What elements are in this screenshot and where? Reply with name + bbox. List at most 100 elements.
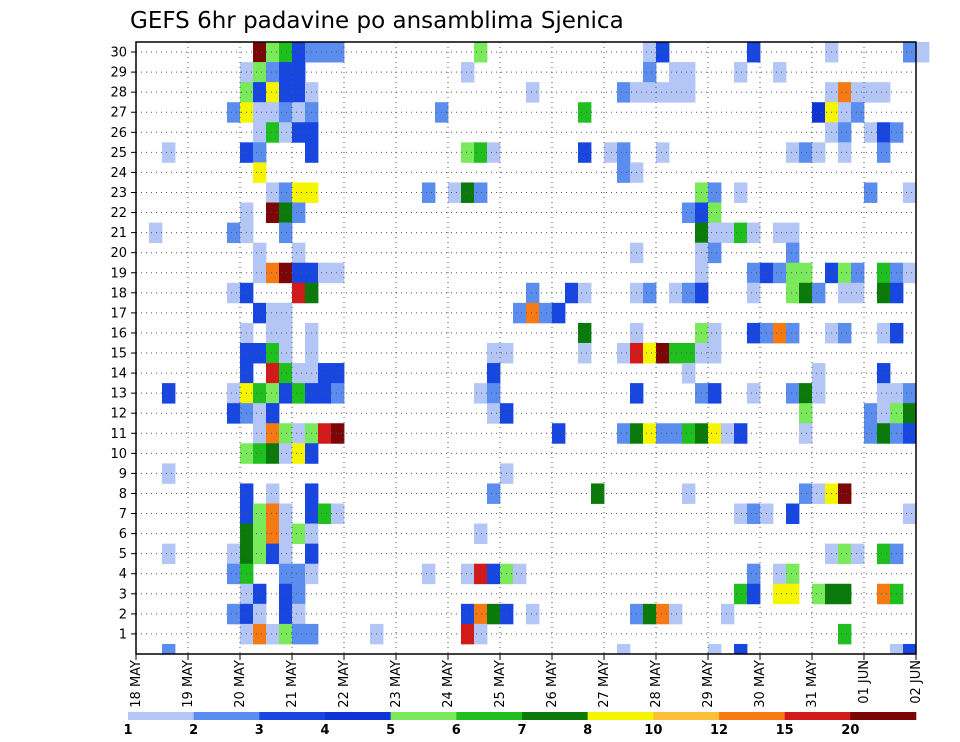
heatmap-cell (487, 342, 501, 364)
heatmap-cell (279, 563, 293, 585)
heatmap-cell (253, 403, 267, 424)
heatmap-cell (838, 82, 852, 103)
heatmap-cell (656, 423, 670, 444)
heatmap-cell (292, 363, 306, 384)
y-tick-label: 15 (110, 347, 127, 362)
heatmap-cell (747, 262, 761, 284)
heatmap-cell (227, 102, 241, 123)
heatmap-cell (448, 182, 462, 203)
heatmap-cell (708, 202, 722, 223)
heatmap-cell (253, 383, 267, 404)
heatmap-cell (487, 403, 501, 424)
heatmap-cell (266, 122, 280, 143)
heatmap-cell (682, 342, 696, 364)
heatmap-cell (552, 423, 566, 444)
legend-swatch (587, 712, 654, 720)
legend-swatch (390, 712, 457, 720)
heatmap-cell (903, 643, 917, 655)
y-tick-label: 28 (110, 86, 127, 101)
heatmap-cell (708, 222, 722, 244)
heatmap-cell (474, 142, 488, 163)
heatmap-cell (799, 403, 813, 424)
heatmap-cell (669, 342, 683, 364)
heatmap-cell (266, 423, 280, 444)
heatmap-cell (851, 262, 865, 284)
heatmap-cell (279, 222, 293, 244)
heatmap-cell (253, 82, 267, 103)
heatmap-cell (812, 363, 826, 384)
heatmap-cell (266, 342, 280, 364)
heatmap-cell (266, 62, 280, 83)
heatmap-cell (877, 282, 891, 304)
heatmap-cell (786, 383, 800, 404)
heatmap-cell (266, 543, 280, 565)
heatmap-cell (877, 383, 891, 404)
x-tick-label: 01 JUN (857, 660, 872, 704)
y-tick-label: 13 (110, 387, 127, 402)
x-tick-label: 18 MAY (129, 660, 144, 708)
heatmap-cell (526, 302, 540, 324)
y-tick-label: 11 (110, 427, 127, 442)
heatmap-cell (227, 563, 241, 585)
heatmap-cell (292, 262, 306, 284)
heatmap-cell (292, 563, 306, 585)
heatmap-cell (682, 202, 696, 223)
heatmap-cell (253, 523, 267, 545)
heatmap-cell (591, 483, 605, 504)
heatmap-cell (578, 102, 592, 123)
y-tick-label: 8 (119, 487, 127, 502)
heatmap-cell (578, 342, 592, 364)
heatmap-cell (279, 62, 293, 83)
heatmap-cell (838, 122, 852, 143)
heatmap-cell (266, 42, 280, 63)
heatmap-cell (799, 383, 813, 404)
y-tick-label: 26 (110, 126, 127, 141)
legend-swatch (128, 712, 194, 720)
heatmap-cell (318, 423, 332, 444)
heatmap-cell (149, 222, 163, 244)
legend-label: 15 (776, 723, 794, 738)
heatmap-cell (747, 563, 761, 585)
heatmap-cell (682, 363, 696, 384)
heatmap-cell (773, 583, 787, 605)
heatmap-cell (838, 142, 852, 163)
heatmap-cell (266, 483, 280, 504)
heatmap-cell (682, 423, 696, 444)
heatmap-cell (279, 603, 293, 625)
heatmap-cell (773, 322, 787, 344)
heatmap-cell (617, 82, 631, 103)
heatmap-cell (266, 322, 280, 344)
heatmap-cell (773, 62, 787, 83)
heatmap-cell (279, 383, 293, 404)
heatmap-cell (513, 563, 527, 585)
heatmap-cell (734, 503, 748, 524)
legend-label: 3 (255, 723, 264, 738)
heatmap-cell (773, 262, 787, 284)
heatmap-cell (279, 42, 293, 63)
heatmap-cell (812, 282, 826, 304)
y-tick-label: 7 (119, 507, 127, 522)
heatmap-cell (279, 623, 293, 645)
chart-title: GEFS 6hr padavine po ansamblima Sjenica (130, 8, 624, 34)
heatmap-cell (708, 342, 722, 364)
heatmap-cell (292, 282, 306, 304)
heatmap-cell (877, 262, 891, 284)
heatmap-cell (331, 363, 345, 384)
heatmap-cell (877, 363, 891, 384)
x-tick-label: 19 MAY (181, 660, 196, 708)
heatmap-cell (539, 302, 553, 324)
heatmap-cell (669, 423, 683, 444)
heatmap-cell (422, 182, 436, 203)
heatmap-cell (708, 643, 722, 655)
legend-label: 7 (517, 723, 526, 738)
heatmap-cell (708, 242, 722, 264)
heatmap-cell (292, 102, 306, 123)
heatmap-cell (253, 102, 267, 123)
heatmap-cell (734, 583, 748, 605)
y-tick-label: 27 (110, 106, 127, 121)
y-tick-label: 10 (110, 447, 127, 462)
heatmap-cell (838, 483, 852, 504)
heatmap-cell (331, 262, 345, 284)
heatmap-cell (851, 102, 865, 123)
